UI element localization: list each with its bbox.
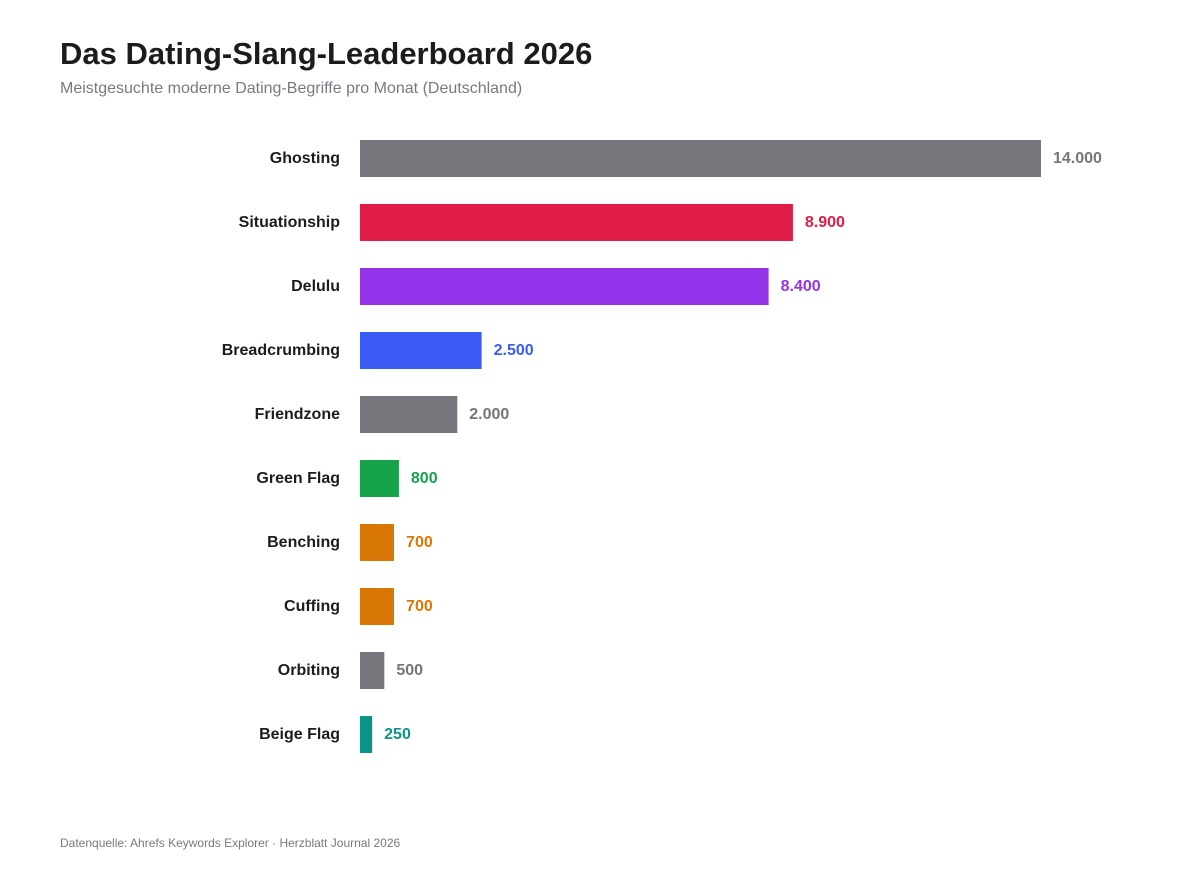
bar-green-flag: [360, 460, 399, 497]
category-label-cuffing: Cuffing: [284, 598, 340, 615]
value-label-delulu: 8.400: [781, 278, 821, 295]
bar-benching: [360, 524, 395, 561]
bar-delulu: [360, 268, 769, 305]
category-label-benching: Benching: [267, 534, 340, 551]
category-label-situationship: Situationship: [239, 214, 341, 231]
category-label-ghosting: Ghosting: [270, 150, 340, 167]
category-label-green-flag: Green Flag: [256, 470, 340, 487]
data-source-note: Datenquelle: Ahrefs Keywords Explorer · …: [60, 836, 401, 850]
bar-chart: Ghosting 14.000 Situationship 8.900 Delulu 8.…: [222, 140, 1102, 753]
value-label-benching: 700: [406, 534, 433, 551]
value-label-friendzone: 2.000: [469, 406, 509, 423]
bar-orbiting: [360, 652, 385, 689]
value-label-orbiting: 500: [396, 662, 423, 679]
chart-title: Das Dating-Slang-Leaderboard 2026: [60, 36, 593, 71]
category-label-orbiting: Orbiting: [278, 662, 340, 679]
bar-cuffing: [360, 588, 395, 625]
bar-ghosting: [360, 140, 1041, 177]
value-label-green-flag: 800: [411, 470, 438, 487]
value-label-situationship: 8.900: [805, 214, 845, 231]
bar-situationship: [360, 204, 793, 241]
value-label-breadcrumbing: 2.500: [494, 342, 534, 359]
category-label-breadcrumbing: Breadcrumbing: [222, 342, 340, 359]
value-label-ghosting: 14.000: [1053, 150, 1102, 167]
value-label-cuffing: 700: [406, 598, 433, 615]
category-label-friendzone: Friendzone: [255, 406, 340, 423]
bar-friendzone: [360, 396, 458, 433]
bar-beige-flag: [360, 716, 373, 753]
category-label-beige-flag: Beige Flag: [259, 726, 340, 743]
chart-subtitle: Meistgesuchte moderne Dating-Begriffe pr…: [60, 80, 523, 97]
bar-breadcrumbing: [360, 332, 482, 369]
value-label-beige-flag: 250: [384, 726, 411, 743]
category-label-delulu: Delulu: [291, 278, 340, 295]
